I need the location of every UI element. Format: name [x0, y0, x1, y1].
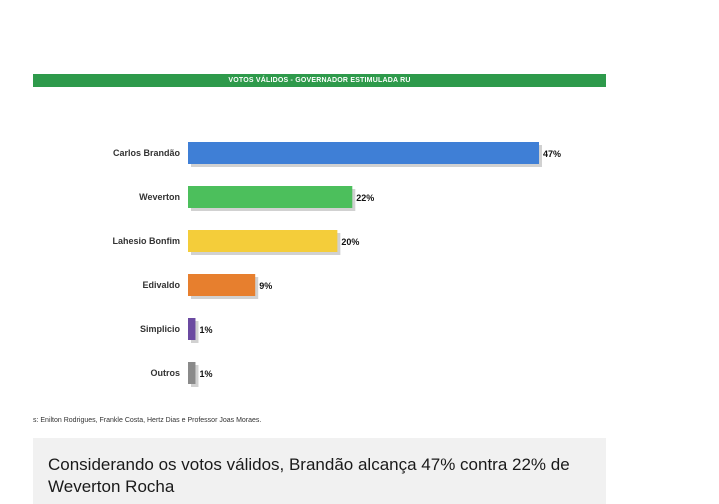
source-note: s: Enilton Rodrigues, Frankle Costa, Her…	[33, 417, 262, 424]
value-label: 1%	[199, 325, 212, 335]
bar	[188, 362, 196, 384]
bar	[188, 230, 338, 252]
value-label: 22%	[356, 193, 374, 203]
category-label: Lahesio Bonfim	[112, 236, 180, 246]
value-label: 1%	[199, 369, 212, 379]
category-label: Carlos Brandão	[113, 148, 181, 158]
caption-box: Considerando os votos válidos, Brandão a…	[33, 438, 606, 504]
bar	[188, 318, 196, 340]
bar	[188, 186, 353, 208]
caption-text: Considerando os votos válidos, Brandão a…	[48, 455, 570, 496]
bar	[188, 274, 256, 296]
value-label: 9%	[259, 281, 272, 291]
category-label: Simplicio	[140, 324, 181, 334]
category-label: Weverton	[139, 192, 180, 202]
value-label: 20%	[341, 237, 359, 247]
bar-chart: Carlos Brandão 47% Weverton 22% Lahesio Bonf…	[112, 142, 561, 387]
chart-title: VOTOS VÁLIDOS - GOVERNADOR ESTIMULADA RU	[33, 74, 606, 87]
chart-panel: Carlos Brandão 47% Weverton 22% Lahesio Bonf…	[33, 74, 606, 434]
value-label: 47%	[543, 149, 561, 159]
bar	[188, 142, 539, 164]
category-label: Edivaldo	[142, 280, 180, 290]
category-label: Outros	[150, 368, 180, 378]
